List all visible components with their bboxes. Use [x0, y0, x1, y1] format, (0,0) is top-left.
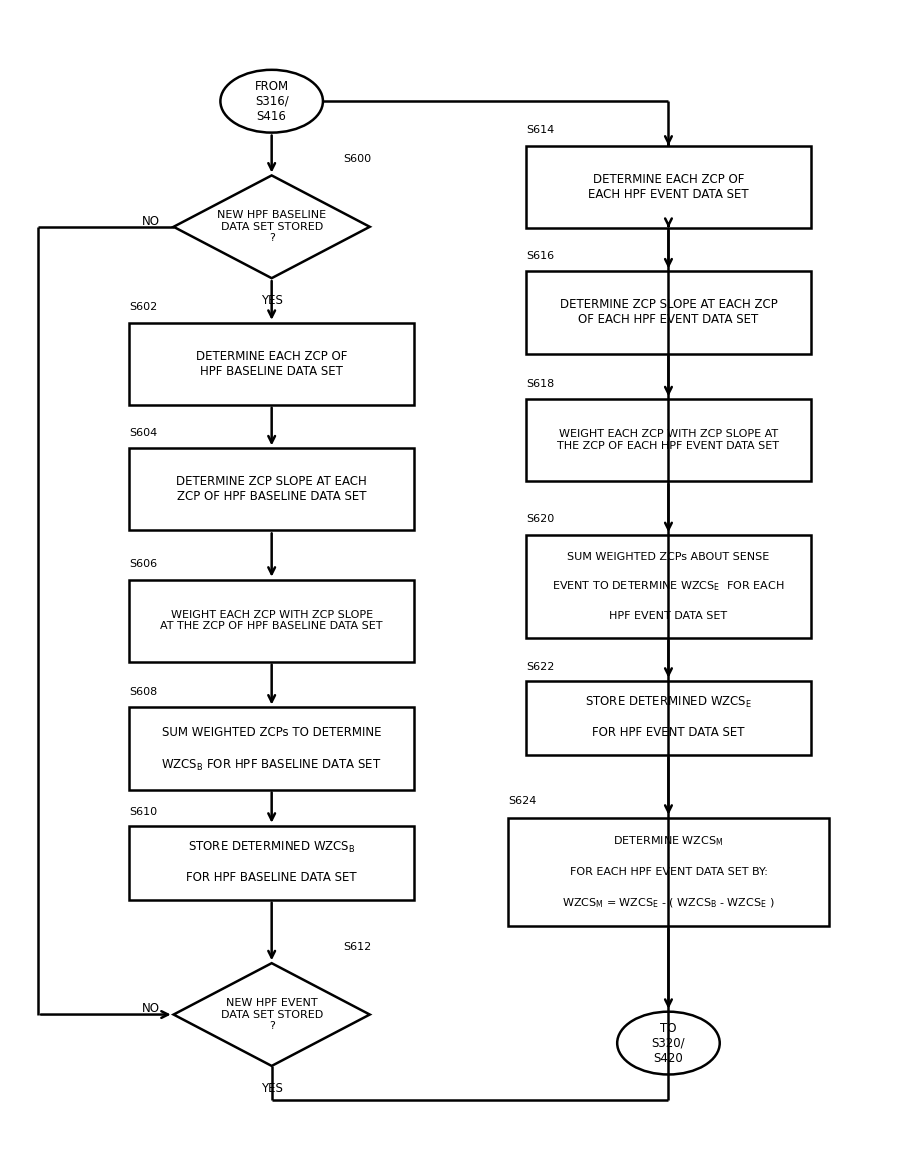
Text: S618: S618	[526, 378, 554, 389]
Text: S608: S608	[129, 688, 158, 697]
Text: EVENT TO DETERMINE WZCS$_\mathregular{E}$  FOR EACH: EVENT TO DETERMINE WZCS$_\mathregular{E}…	[553, 580, 785, 593]
Text: S610: S610	[129, 807, 158, 816]
Text: DETERMINE WZCS$_\mathregular{M}$: DETERMINE WZCS$_\mathregular{M}$	[613, 834, 724, 848]
Text: NO: NO	[142, 1003, 160, 1015]
Bar	[129, 448, 414, 530]
Text: S620: S620	[526, 514, 554, 523]
Text: SUM WEIGHTED ZCPs ABOUT SENSE: SUM WEIGHTED ZCPs ABOUT SENSE	[567, 552, 770, 562]
Text: DETERMINE ZCP SLOPE AT EACH
ZCP OF HPF BASELINE DATA SET: DETERMINE ZCP SLOPE AT EACH ZCP OF HPF B…	[176, 475, 367, 504]
Bar	[526, 535, 811, 638]
Bar	[526, 681, 811, 754]
Bar	[508, 818, 829, 926]
Bar	[526, 146, 811, 228]
Text: DETERMINE ZCP SLOPE AT EACH ZCP
OF EACH HPF EVENT DATA SET: DETERMINE ZCP SLOPE AT EACH ZCP OF EACH …	[560, 298, 778, 327]
Text: DETERMINE EACH ZCP OF
HPF BASELINE DATA SET: DETERMINE EACH ZCP OF HPF BASELINE DATA …	[196, 350, 347, 378]
Text: TO
S320/
S420: TO S320/ S420	[652, 1021, 685, 1065]
Text: SUM WEIGHTED ZCPs TO DETERMINE: SUM WEIGHTED ZCPs TO DETERMINE	[162, 726, 382, 738]
Bar	[129, 826, 414, 899]
Text: S616: S616	[526, 251, 554, 261]
Text: STORE DETERMINED WZCS$_\mathregular{E}$: STORE DETERMINED WZCS$_\mathregular{E}$	[585, 696, 752, 711]
Text: WZCS$_\mathregular{B}$ FOR HPF BASELINE DATA SET: WZCS$_\mathregular{B}$ FOR HPF BASELINE …	[161, 758, 382, 773]
Text: WZCS$_\mathregular{M}$ = WZCS$_\mathregular{E}$ - ( WZCS$_\mathregular{B}$ - WZC: WZCS$_\mathregular{M}$ = WZCS$_\mathregu…	[562, 896, 775, 910]
Text: NEW HPF EVENT
DATA SET STORED
?: NEW HPF EVENT DATA SET STORED ?	[220, 998, 323, 1032]
Text: S600: S600	[343, 154, 371, 164]
Bar	[526, 271, 811, 353]
Text: FOR EACH HPF EVENT DATA SET BY:: FOR EACH HPF EVENT DATA SET BY:	[570, 867, 768, 876]
Bar	[129, 580, 414, 661]
Text: NEW HPF BASELINE
DATA SET STORED
?: NEW HPF BASELINE DATA SET STORED ?	[217, 210, 326, 244]
Text: FROM
S316/
S416: FROM S316/ S416	[255, 79, 289, 123]
Text: S624: S624	[508, 796, 536, 806]
Text: DETERMINE EACH ZCP OF
EACH HPF EVENT DATA SET: DETERMINE EACH ZCP OF EACH HPF EVENT DAT…	[588, 172, 749, 201]
Text: HPF EVENT DATA SET: HPF EVENT DATA SET	[609, 611, 727, 621]
Text: WEIGHT EACH ZCP WITH ZCP SLOPE
AT THE ZCP OF HPF BASELINE DATA SET: WEIGHT EACH ZCP WITH ZCP SLOPE AT THE ZC…	[160, 610, 382, 631]
Text: S612: S612	[343, 942, 372, 952]
Text: FOR HPF BASELINE DATA SET: FOR HPF BASELINE DATA SET	[186, 871, 357, 884]
Bar	[129, 323, 414, 405]
Text: NO: NO	[142, 215, 160, 228]
Text: WEIGHT EACH ZCP WITH ZCP SLOPE AT
THE ZCP OF EACH HPF EVENT DATA SET: WEIGHT EACH ZCP WITH ZCP SLOPE AT THE ZC…	[557, 429, 779, 451]
Text: S602: S602	[129, 302, 158, 313]
Text: STORE DETERMINED WZCS$_\mathregular{B}$: STORE DETERMINED WZCS$_\mathregular{B}$	[188, 841, 356, 856]
Text: YES: YES	[261, 294, 283, 307]
Text: S622: S622	[526, 662, 554, 672]
Text: S614: S614	[526, 125, 554, 136]
Text: S606: S606	[129, 559, 158, 569]
Bar	[129, 707, 414, 790]
Text: FOR HPF EVENT DATA SET: FOR HPF EVENT DATA SET	[592, 726, 744, 739]
Bar	[526, 399, 811, 482]
Text: S604: S604	[129, 428, 158, 438]
Text: YES: YES	[261, 1082, 283, 1095]
